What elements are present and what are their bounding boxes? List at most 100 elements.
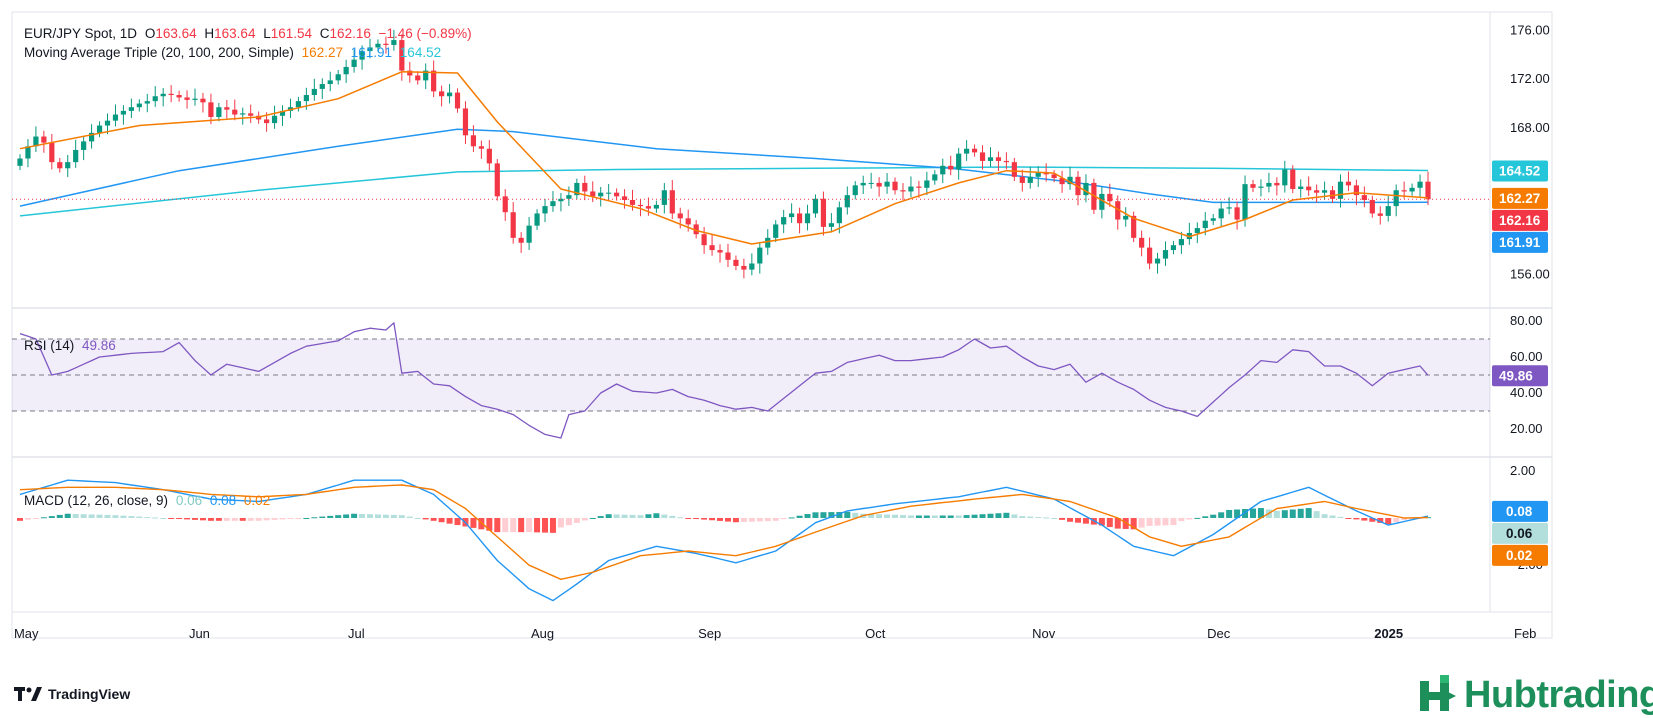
candle-body — [669, 190, 675, 214]
candle-body — [232, 109, 238, 115]
macd-histogram-bar — [685, 517, 692, 519]
candle-body — [765, 237, 771, 248]
candle — [1242, 175, 1248, 227]
candle — [1107, 183, 1113, 207]
candle — [987, 147, 994, 167]
macd-histogram-bar — [1114, 517, 1121, 529]
candle — [1377, 206, 1383, 225]
macd-histogram-bar — [1218, 512, 1225, 518]
candle — [1170, 240, 1177, 255]
macd-histogram-bar — [1313, 511, 1320, 518]
high-label: H — [204, 26, 215, 41]
candle — [733, 255, 739, 271]
candle-body — [637, 204, 644, 207]
candle — [224, 100, 230, 119]
macd-histogram-bar — [549, 517, 556, 533]
candle — [1250, 179, 1256, 193]
macd-histogram-bar — [494, 517, 501, 533]
candle-body — [311, 88, 317, 96]
candle — [1146, 237, 1153, 270]
candle-body — [120, 110, 127, 115]
candle-body — [1194, 228, 1200, 233]
candle — [295, 96, 302, 112]
macd-histogram-bar — [390, 514, 397, 518]
candle-body — [1266, 182, 1272, 187]
candle-body — [1059, 178, 1065, 185]
macd-histogram-bar — [128, 516, 135, 518]
candle-body — [407, 70, 413, 76]
candle — [956, 147, 962, 180]
macd-hist-value: 0.06 — [175, 493, 203, 508]
candle-body — [1019, 176, 1025, 183]
candle-body — [1218, 208, 1224, 219]
candle-body — [216, 107, 222, 117]
macd-histogram-bar — [144, 517, 151, 519]
candle — [240, 107, 246, 125]
macd-histogram-bar — [1289, 509, 1296, 518]
macd-histogram-bar — [1329, 515, 1336, 518]
macd-histogram-bar — [438, 517, 445, 523]
candle-body — [1170, 245, 1177, 251]
macd-histogram-bar — [311, 517, 318, 519]
candle-body — [733, 259, 739, 266]
macd-histogram-bar — [215, 517, 222, 521]
candle-body — [645, 206, 652, 209]
macd-histogram-bar — [1074, 517, 1081, 523]
price-tag-label: 162.16 — [1499, 213, 1541, 228]
candle-body — [1123, 215, 1129, 220]
tradingview-brand: TradingView — [14, 686, 130, 702]
candle — [176, 90, 182, 102]
candle-body — [462, 108, 469, 136]
candle-body — [248, 113, 254, 116]
macd-histogram-bar — [1043, 517, 1050, 519]
macd-histogram-bar — [923, 515, 930, 518]
candle-body — [614, 192, 620, 197]
candle — [964, 140, 970, 161]
candle — [216, 102, 222, 122]
sma20-value: 162.27 — [301, 45, 343, 60]
candle — [1131, 211, 1137, 243]
candle-body — [303, 95, 309, 102]
candle-body — [359, 51, 365, 60]
candle — [41, 130, 47, 153]
price-tick-label: 156.00 — [1510, 266, 1550, 281]
candle-body — [518, 237, 524, 243]
candle — [590, 181, 596, 203]
candle — [789, 203, 795, 223]
macd-histogram-bar — [422, 517, 429, 520]
candle-body — [1298, 186, 1304, 190]
macd-histogram-bar — [1138, 517, 1145, 528]
candle-body — [1003, 160, 1009, 163]
macd-histogram-bar — [470, 517, 477, 528]
macd-histogram-bar — [971, 514, 978, 518]
macd-histogram-bar — [1067, 517, 1074, 522]
candle-body — [1425, 181, 1431, 200]
candle — [311, 78, 317, 101]
macd-histogram-bar — [788, 517, 795, 519]
candle-body — [1027, 176, 1033, 183]
candle-body — [391, 40, 397, 45]
candle — [598, 186, 604, 207]
macd-histogram-bar — [581, 517, 588, 521]
candle — [860, 175, 866, 195]
candle — [375, 39, 381, 52]
macd-histogram-bar — [1082, 517, 1089, 524]
candle — [725, 243, 731, 268]
chart-frame — [11, 11, 1553, 639]
macd-histogram-bar — [1369, 517, 1376, 522]
candle — [104, 113, 111, 135]
candle-body — [582, 182, 588, 192]
candle — [17, 154, 23, 171]
candle — [88, 124, 95, 149]
price-tick-label: 172.00 — [1510, 71, 1550, 86]
candle — [940, 158, 946, 184]
candle-body — [884, 181, 890, 187]
candle — [343, 59, 349, 83]
macd-signal-line — [19, 484, 1429, 580]
macd-histogram-bar — [963, 515, 970, 518]
candle-body — [1258, 186, 1264, 188]
candle — [892, 177, 898, 195]
candle-body — [1242, 184, 1248, 220]
macd-histogram-bar — [701, 517, 708, 520]
